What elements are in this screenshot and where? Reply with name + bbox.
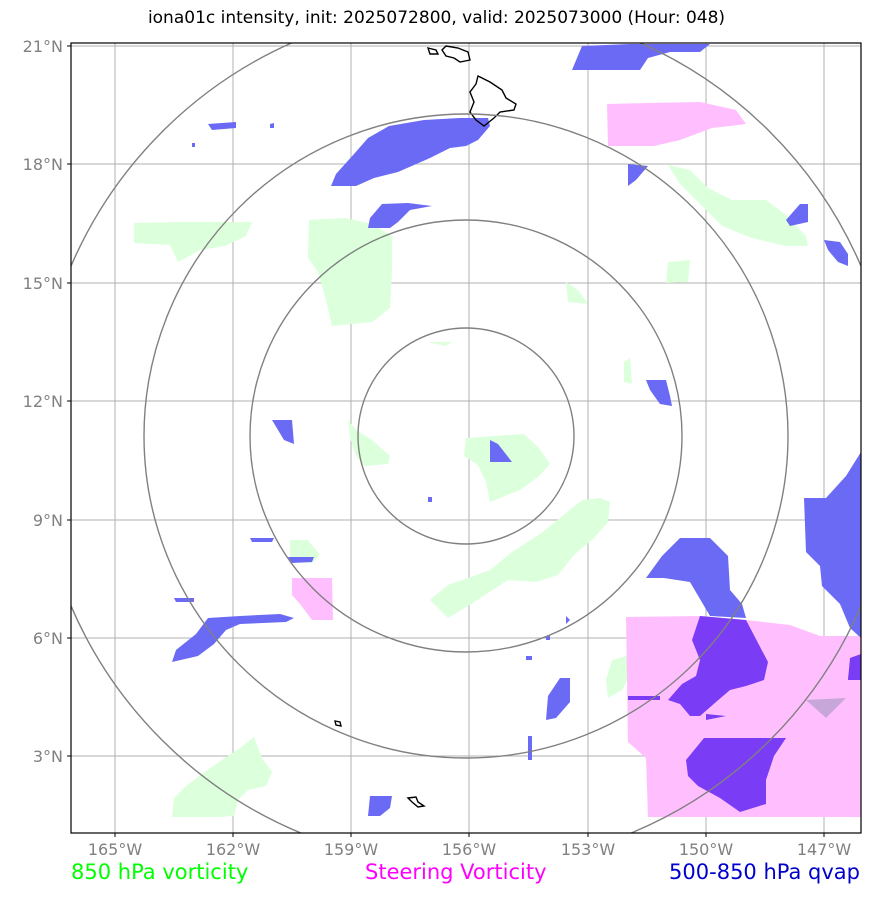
green-region	[606, 655, 632, 698]
green-region	[348, 420, 390, 466]
blue-region	[646, 538, 746, 618]
lat-label-12: 12°N	[23, 392, 63, 411]
lat-labels: 21°N 18°N 15°N 12°N 9°N 6°N 3°N	[23, 37, 63, 766]
coastline-molokai	[426, 47, 440, 55]
qvap-regions	[172, 44, 861, 816]
blue-region	[572, 44, 710, 70]
blue-region	[331, 118, 490, 186]
overlap-region	[848, 654, 861, 680]
lon-label-153: 153°W	[561, 840, 616, 859]
blue-region	[526, 656, 532, 660]
overlap-region	[668, 616, 768, 716]
magenta-region	[607, 102, 746, 146]
blue-region	[804, 452, 861, 638]
green-region	[624, 358, 632, 384]
lon-label-156: 156°W	[442, 840, 497, 859]
lon-label-159: 159°W	[324, 840, 379, 859]
blue-region	[272, 420, 294, 444]
blue-region	[628, 164, 648, 186]
lon-label-165: 165°W	[88, 840, 143, 859]
blue-region	[646, 380, 672, 406]
green-region	[134, 222, 252, 262]
coastlines	[334, 45, 517, 808]
plot-frame	[70, 42, 862, 834]
range-ring	[357, 327, 575, 545]
range-ring	[249, 219, 683, 653]
blue-region	[428, 497, 432, 502]
lat-label-18: 18°N	[23, 155, 63, 174]
blue-region	[786, 204, 808, 226]
lat-label-21: 21°N	[23, 37, 63, 56]
blue-region	[490, 440, 512, 462]
coastline-maui	[441, 45, 471, 63]
blue-region	[528, 736, 532, 760]
map-plot-area	[71, 43, 861, 833]
vorticity-850-regions	[134, 165, 808, 817]
blue-region	[192, 143, 195, 147]
coastline-islet-a	[334, 720, 342, 727]
coastline-islet-b	[406, 796, 426, 808]
green-region	[428, 342, 452, 346]
overlap-regions	[628, 616, 861, 812]
blue-region	[270, 123, 274, 128]
legend-qvap: 500-850 hPa qvap	[669, 860, 860, 884]
blue-region	[288, 557, 314, 563]
blue-region	[172, 614, 294, 662]
blue-region	[174, 598, 194, 602]
blue-region	[546, 678, 570, 720]
green-region	[308, 218, 392, 326]
green-region	[668, 165, 808, 246]
blue-region	[208, 122, 236, 130]
blue-region	[546, 636, 550, 640]
blue-region	[824, 240, 848, 266]
lat-label-3: 3°N	[33, 747, 63, 766]
overlap-region	[806, 698, 846, 718]
magenta-region	[292, 578, 333, 620]
green-region	[464, 434, 550, 502]
magenta-region	[626, 616, 861, 817]
green-region	[666, 260, 690, 283]
blue-region	[250, 538, 274, 542]
legend-850-vorticity: 850 hPa vorticity	[71, 860, 249, 884]
lon-label-162: 162°W	[206, 840, 261, 859]
overlap-region	[706, 714, 726, 720]
map-title: iona01c intensity, init: 2025072800, val…	[147, 8, 726, 28]
overlap-region	[686, 738, 786, 812]
blue-region	[368, 796, 392, 816]
blue-region	[368, 203, 432, 228]
lat-label-9: 9°N	[33, 511, 63, 530]
legend-steering-vorticity: Steering Vorticity	[365, 860, 547, 884]
tick-marks	[67, 45, 825, 837]
lon-labels: 165°W 162°W 159°W 156°W 153°W 150°W 147°…	[88, 840, 852, 859]
lat-label-6: 6°N	[33, 629, 63, 648]
coastline-big-island	[469, 74, 517, 127]
steering-vorticity-regions	[292, 102, 861, 817]
green-region	[172, 737, 272, 817]
green-region	[430, 498, 610, 618]
blue-region	[566, 616, 570, 624]
lon-label-150: 150°W	[679, 840, 734, 859]
lon-label-147: 147°W	[797, 840, 852, 859]
green-region	[566, 282, 588, 304]
range-ring	[143, 113, 789, 759]
lat-label-15: 15°N	[23, 274, 63, 293]
range-rings	[71, 43, 861, 833]
